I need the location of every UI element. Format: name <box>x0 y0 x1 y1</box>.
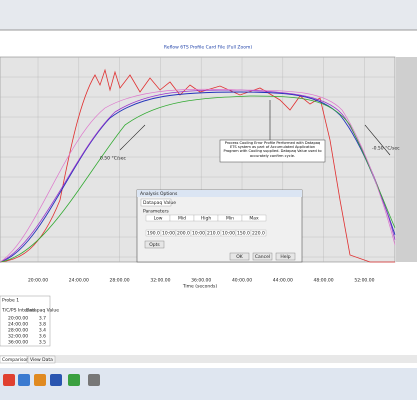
button-label: Opts <box>149 242 160 248</box>
data-table <box>0 295 51 347</box>
app-icon[interactable] <box>88 374 100 386</box>
button-label: Help <box>280 254 290 260</box>
red-curve <box>0 68 395 263</box>
x-tick-label: 44:00.00 <box>273 278 293 284</box>
value: 150.0 <box>237 231 250 237</box>
toolbar <box>0 0 417 30</box>
side-panel <box>396 57 417 262</box>
button-label: Cancel <box>255 254 270 260</box>
x-axis-label: Time (seconds) <box>182 284 218 290</box>
tab-label: View Data <box>30 357 53 363</box>
tab[interactable] <box>0 355 28 364</box>
arrow <box>119 124 146 151</box>
rise-label: 0.50 °C/sec <box>100 156 126 162</box>
button[interactable] <box>275 252 296 261</box>
button[interactable] <box>252 252 273 261</box>
green-curve <box>0 95 396 263</box>
blue-curve <box>0 91 396 263</box>
note: Process Cooling Error Profile Performed … <box>223 141 322 158</box>
group-label: Parameters <box>143 209 169 215</box>
button-label: OK <box>236 254 244 260</box>
x-tick-label: 52:00.00 <box>354 278 374 284</box>
tab-label: Comparison <box>2 357 29 363</box>
header-label: Max <box>249 216 259 222</box>
x-tick-label: 20:00.00 <box>28 278 48 284</box>
header-cell <box>241 214 267 222</box>
dialog-titlebar <box>137 190 302 197</box>
cell: 3.5 <box>39 340 46 346</box>
table-title: Probe 1 <box>2 298 19 304</box>
column-header: T/C/PS Interval <box>1 308 35 314</box>
taskbar <box>0 368 417 400</box>
cell: 3.7 <box>39 316 46 322</box>
tabs: Comparison View Data <box>0 355 56 364</box>
tab-strip <box>0 355 417 363</box>
x-tick-label: 36:00.00 <box>191 278 211 284</box>
chart-title: Reflow 6TS Profile Card File (Full Zoom) <box>164 45 252 51</box>
cell: 28:00.00 <box>8 328 28 334</box>
tab[interactable] <box>140 198 172 207</box>
column-header: Datapaq Value <box>26 308 59 314</box>
x-tick-label: 48:00.00 <box>314 278 334 284</box>
cell: 3.8 <box>39 322 46 328</box>
note-box <box>219 139 326 163</box>
cell: 3.4 <box>39 328 46 334</box>
x-tick-label: 32:00.00 <box>150 278 170 284</box>
header-label: High <box>201 216 211 222</box>
cell: 32:00.00 <box>8 334 28 340</box>
cell: 20:00.00 <box>8 316 28 322</box>
x-tick-label: 40:00.00 <box>232 278 252 284</box>
x-tick-label: 28:00.00 <box>110 278 130 284</box>
value: 210.0 <box>207 231 220 237</box>
value: 190.0 <box>147 231 160 237</box>
button[interactable] <box>144 240 165 249</box>
app-icon[interactable] <box>68 374 80 386</box>
value: 200.0 <box>177 231 190 237</box>
value: 10:00.00 <box>162 231 182 237</box>
pink-curve <box>0 88 396 263</box>
app-icon[interactable] <box>50 374 62 386</box>
app-icon[interactable] <box>3 374 15 386</box>
app-icon[interactable] <box>34 374 46 386</box>
value: 10:00.00 <box>192 231 212 237</box>
fall-label: -0.50 °C/sec <box>372 146 400 152</box>
dialog-title: Analysis Options <box>140 191 178 197</box>
cell: 24:00.00 <box>8 322 28 328</box>
x-axis: 20:00.00 24:00.00 28:00.00 32:00.00 36:00.00… <box>28 278 375 284</box>
x-tick-label: 24:00.00 <box>69 278 89 284</box>
cell: 3.6 <box>39 334 46 340</box>
value: 10:00.00 <box>222 231 242 237</box>
app-icon[interactable] <box>18 374 30 386</box>
tab-label: Datapaq Value <box>143 200 176 206</box>
button[interactable] <box>229 252 250 261</box>
value-cell <box>250 229 267 237</box>
cell: 36:00.00 <box>8 340 28 346</box>
tab[interactable] <box>27 355 56 364</box>
note-text: Process Cooling Error Profile Performed … <box>223 141 322 158</box>
value: 220.0 <box>252 231 265 237</box>
header-label: Low <box>154 216 163 222</box>
header-label: Min <box>226 216 234 222</box>
arrow <box>364 124 391 156</box>
header-label: Mid <box>178 216 186 222</box>
